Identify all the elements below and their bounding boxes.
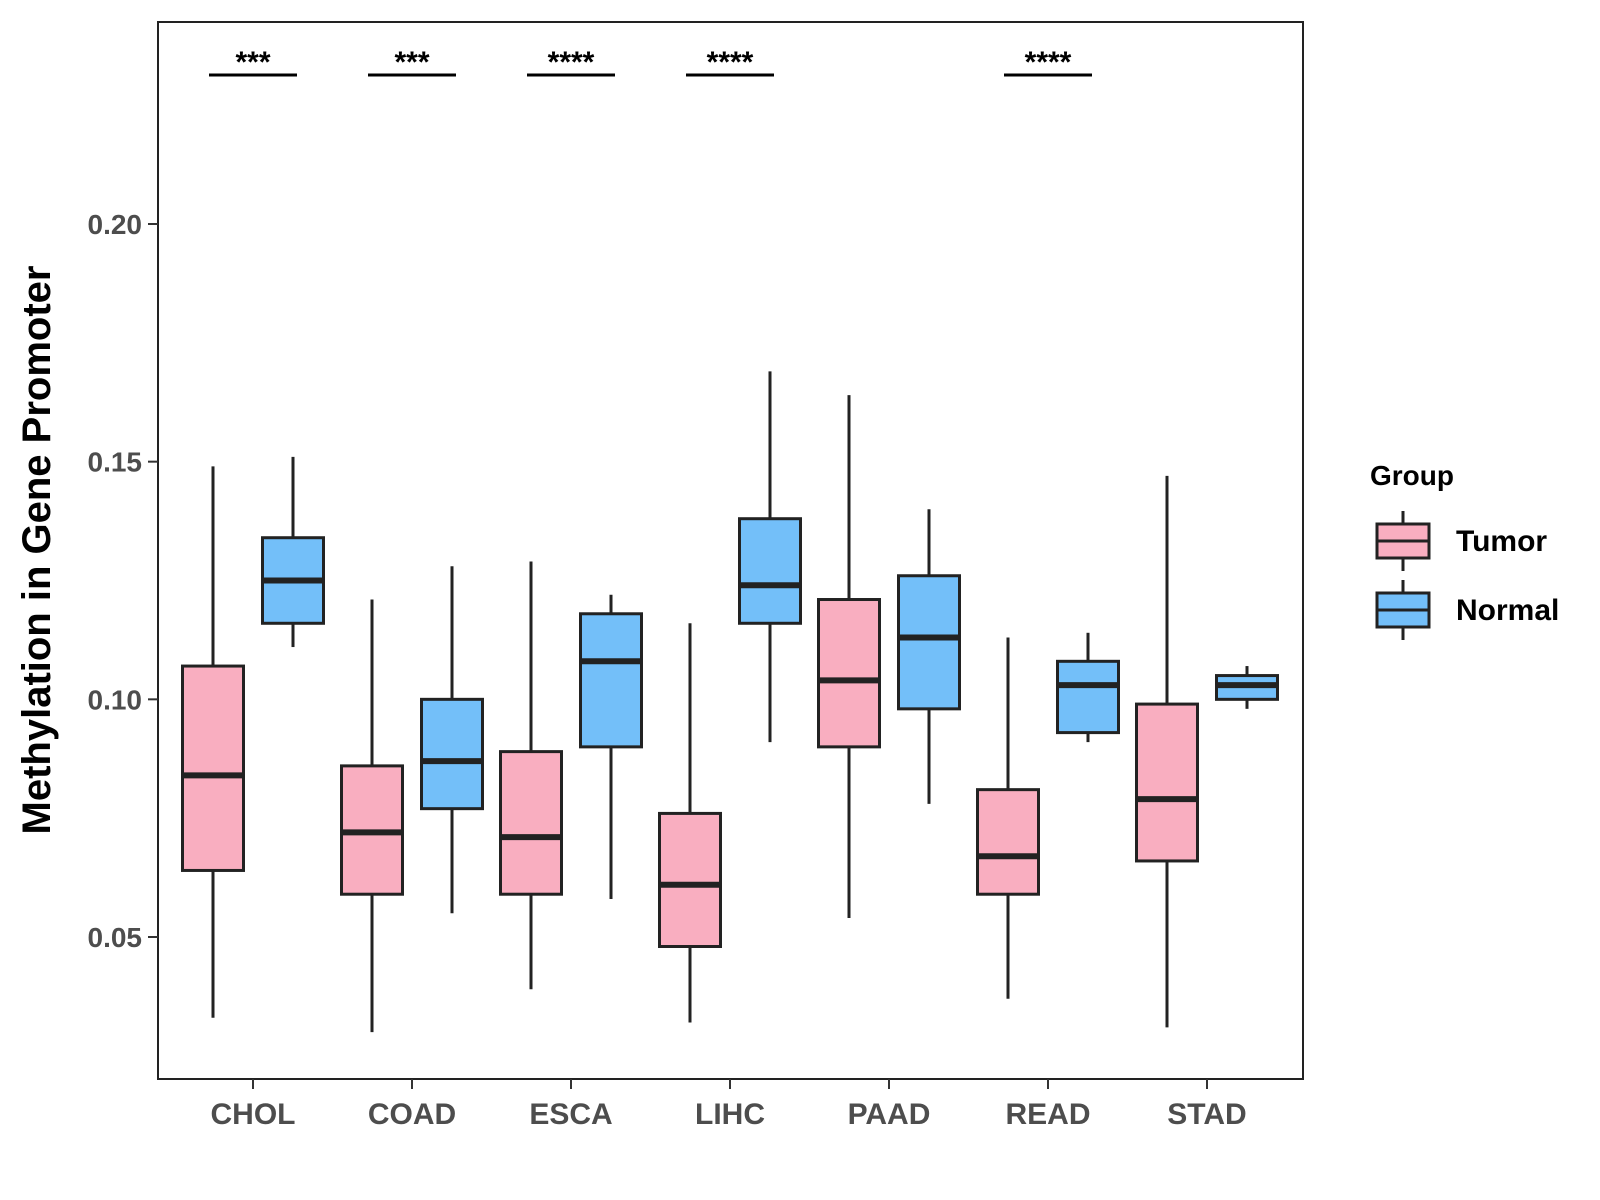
box-body [976,788,1040,896]
significance-label: **** [707,46,754,79]
y-tick-label: 0.10 [88,684,143,715]
y-axis: 0.05 0.10 0.15 0.20 [88,209,158,953]
boxes-layer [181,371,1279,1033]
normal-box-chol [261,456,325,648]
box-body [1056,659,1120,735]
tumor-box-read [976,637,1040,999]
box-body [181,664,245,872]
tumor-box-coad [340,599,404,1033]
box-body [738,517,802,625]
y-tick-label: 0.15 [88,447,143,478]
x-axis: CHOL COAD ESCA LIHC PAAD READ STAD [211,1079,1247,1131]
y-tick-label: 0.05 [88,922,143,953]
normal-box-esca [579,594,643,899]
normal-box-coad [420,566,484,914]
x-tick-label: PAAD [848,1098,931,1131]
box-body [499,750,563,896]
normal-box-paad [897,509,961,804]
significance-label: *** [235,46,270,79]
y-tick-label: 0.20 [88,209,143,240]
legend-title: Group [1370,460,1454,491]
tumor-box-esca [499,561,563,990]
x-tick-label: CHOL [211,1098,296,1131]
box-body [897,574,961,711]
tumor-box-lihc [658,623,722,1023]
x-tick-label: LIHC [695,1098,765,1131]
box-body [1135,702,1199,863]
significance-layer: *** *** **** **** **** [209,46,1092,79]
x-tick-label: COAD [368,1098,456,1131]
box-body [817,598,881,749]
legend-entry-normal: Normal [1375,580,1559,640]
tumor-box-stad [1135,475,1199,1028]
tumor-box-chol [181,466,245,1018]
x-tick-label: STAD [1167,1098,1246,1131]
legend-label: Normal [1456,594,1559,627]
box-body [420,697,484,811]
significance-label: **** [1025,46,1072,79]
tumor-box-paad [817,395,881,918]
normal-box-read [1056,632,1120,743]
legend: Group Tumor Normal [1370,460,1559,640]
x-tick-label: READ [1005,1098,1090,1131]
box-body [579,612,643,749]
normal-box-stad [1215,666,1279,709]
y-axis-title: Methylation in Gene Promoter [15,266,59,835]
significance-label: *** [394,46,429,79]
normal-box-lihc [738,371,802,743]
legend-label: Tumor [1456,525,1547,558]
significance-label: **** [548,46,595,79]
legend-entry-tumor: Tumor [1375,511,1547,571]
x-tick-label: ESCA [529,1098,612,1131]
box-body [658,811,722,949]
